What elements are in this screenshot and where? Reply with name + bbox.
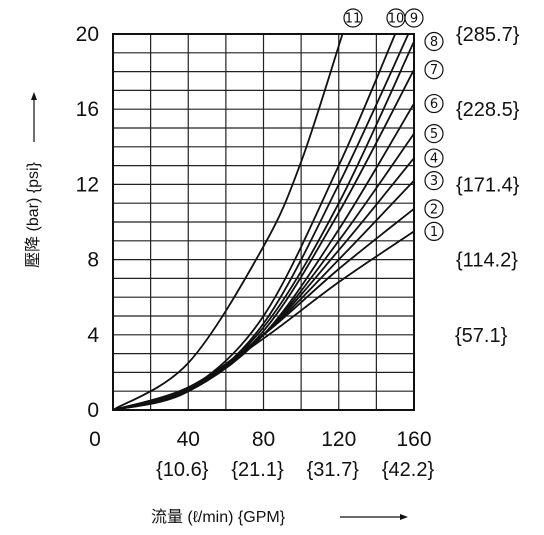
series-marker-4: 4: [424, 148, 444, 168]
x-secondary-tick-label: {21.1}: [231, 459, 284, 481]
x-axis-arrow: [340, 514, 408, 520]
series-marker-11: 11: [343, 8, 363, 28]
y-tick-label: 0: [87, 399, 99, 422]
x-tick-label: 40: [177, 428, 200, 451]
series-marker-label: 3: [430, 174, 438, 189]
series-marker-1: 1: [424, 221, 444, 241]
series-marker-2: 2: [424, 199, 444, 219]
x-secondary-tick-label: {10.6}: [156, 459, 209, 481]
series-marker-label: 1: [430, 225, 438, 240]
x-tick-label: 120: [321, 428, 356, 451]
y-tick-label: 8: [87, 249, 99, 272]
x-axis-label: 流量 (ℓ/min) {GPM}: [151, 508, 286, 526]
series-marker-label: 2: [430, 202, 438, 217]
series-marker-7: 7: [424, 60, 444, 80]
series-marker-9: 9: [404, 8, 424, 28]
y-secondary-tick-label: {57.1}: [455, 325, 508, 347]
y-secondary-tick-label: {171.4}: [456, 174, 520, 196]
series-marker-label: 4: [430, 152, 438, 167]
series-marker-label: 9: [410, 12, 418, 27]
y-tick-label: 4: [87, 324, 99, 347]
x-tick-label: 80: [252, 428, 275, 451]
x-tick-labels: 0 40 80 120 160: [89, 428, 431, 451]
y-axis-label: 壓降 (bar) {psi}: [24, 161, 42, 267]
y-tick-label: 16: [76, 98, 99, 121]
y-secondary-tick-label: {285.7}: [456, 24, 520, 46]
x-tick-label: 160: [396, 428, 431, 451]
series-marker-10: 10: [386, 8, 406, 28]
x-secondary-tick-label: {31.7}: [307, 459, 360, 481]
series-marker-label: 10: [388, 12, 405, 27]
grid: [113, 34, 414, 410]
series-marker-label: 8: [430, 35, 438, 50]
y-tick-labels: 0 4 8 12 16 20: [76, 23, 100, 422]
series-line-11: [112, 33, 344, 411]
series-marker-3: 3: [424, 171, 444, 191]
curves: [112, 33, 415, 411]
series-marker-label: 6: [430, 97, 438, 112]
y-secondary-tick-labels: {57.1} {114.2} {171.4} {228.5} {285.7}: [455, 24, 520, 347]
y-secondary-tick-label: {228.5}: [456, 99, 520, 121]
plot-frame: [112, 33, 415, 411]
y-axis-arrow: [31, 92, 37, 142]
y-secondary-tick-label: {114.2}: [456, 250, 518, 272]
series-line-9: [112, 33, 410, 411]
series-marker-6: 6: [424, 93, 444, 114]
series-marker-label: 5: [430, 127, 438, 142]
series-marker-label: 11: [345, 12, 362, 27]
x-secondary-tick-label: {42.2}: [382, 459, 435, 481]
series-line-10: [112, 33, 397, 411]
y-tick-label: 20: [76, 23, 99, 46]
x-tick-label: 0: [89, 428, 101, 451]
series-marker-8: 8: [424, 31, 444, 52]
series-marker-label: 7: [430, 63, 438, 78]
series-marker-5: 5: [424, 124, 444, 144]
x-secondary-tick-labels: {10.6} {21.1} {31.7} {42.2}: [156, 459, 434, 481]
series-markers: 1 2 3 4 5 6 7 89 10 11: [343, 8, 444, 241]
y-tick-label: 12: [76, 173, 99, 196]
